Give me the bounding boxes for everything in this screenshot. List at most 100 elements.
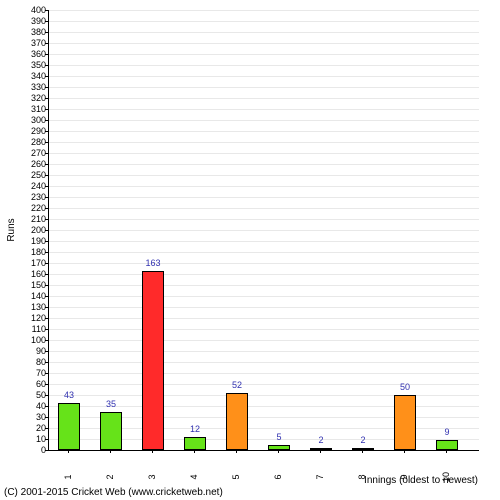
ytick-label: 300 bbox=[20, 115, 46, 125]
gridline bbox=[49, 208, 479, 209]
bar bbox=[58, 403, 80, 450]
ytick-label: 120 bbox=[20, 313, 46, 323]
ytick-mark bbox=[45, 175, 48, 176]
bar bbox=[436, 440, 458, 450]
ytick-label: 270 bbox=[20, 148, 46, 158]
gridline bbox=[49, 10, 479, 11]
ytick-mark bbox=[45, 450, 48, 451]
ytick-mark bbox=[45, 131, 48, 132]
xtick-mark bbox=[236, 450, 237, 453]
gridline bbox=[49, 362, 479, 363]
ytick-mark bbox=[45, 307, 48, 308]
xtick-mark bbox=[404, 450, 405, 453]
ytick-label: 20 bbox=[20, 423, 46, 433]
ytick-mark bbox=[45, 362, 48, 363]
ytick-mark bbox=[45, 428, 48, 429]
ytick-label: 10 bbox=[20, 434, 46, 444]
gridline bbox=[49, 296, 479, 297]
ytick-mark bbox=[45, 21, 48, 22]
ytick-label: 390 bbox=[20, 16, 46, 26]
gridline bbox=[49, 197, 479, 198]
ytick-label: 340 bbox=[20, 71, 46, 81]
ytick-label: 310 bbox=[20, 104, 46, 114]
ytick-label: 240 bbox=[20, 181, 46, 191]
ytick-label: 370 bbox=[20, 38, 46, 48]
ytick-label: 360 bbox=[20, 49, 46, 59]
xtick-label: 4 bbox=[189, 467, 199, 487]
ytick-mark bbox=[45, 406, 48, 407]
xtick-mark bbox=[362, 450, 363, 453]
xtick-mark bbox=[278, 450, 279, 453]
bar-value-label: 2 bbox=[360, 435, 365, 445]
x-axis-label: Innings (oldest to newest) bbox=[364, 475, 478, 486]
bar-value-label: 9 bbox=[444, 427, 449, 437]
ytick-label: 150 bbox=[20, 280, 46, 290]
ytick-label: 200 bbox=[20, 225, 46, 235]
ytick-mark bbox=[45, 340, 48, 341]
ytick-mark bbox=[45, 439, 48, 440]
ytick-label: 250 bbox=[20, 170, 46, 180]
ytick-mark bbox=[45, 65, 48, 66]
ytick-label: 320 bbox=[20, 93, 46, 103]
gridline bbox=[49, 87, 479, 88]
gridline bbox=[49, 252, 479, 253]
ytick-label: 160 bbox=[20, 269, 46, 279]
ytick-mark bbox=[45, 208, 48, 209]
ytick-mark bbox=[45, 351, 48, 352]
gridline bbox=[49, 241, 479, 242]
bar-value-label: 52 bbox=[232, 380, 242, 390]
ytick-mark bbox=[45, 274, 48, 275]
bar-value-label: 12 bbox=[190, 424, 200, 434]
ytick-mark bbox=[45, 186, 48, 187]
ytick-label: 210 bbox=[20, 214, 46, 224]
gridline bbox=[49, 186, 479, 187]
bar bbox=[142, 271, 164, 450]
xtick-label: 9 bbox=[399, 467, 409, 487]
ytick-label: 70 bbox=[20, 368, 46, 378]
ytick-mark bbox=[45, 417, 48, 418]
bar bbox=[310, 448, 332, 450]
ytick-label: 130 bbox=[20, 302, 46, 312]
gridline bbox=[49, 384, 479, 385]
xtick-label: 5 bbox=[231, 467, 241, 487]
ytick-mark bbox=[45, 164, 48, 165]
gridline bbox=[49, 274, 479, 275]
ytick-mark bbox=[45, 395, 48, 396]
ytick-label: 230 bbox=[20, 192, 46, 202]
chart-container: 43351631252522509 Runs Innings (oldest t… bbox=[0, 0, 500, 500]
ytick-mark bbox=[45, 120, 48, 121]
gridline bbox=[49, 340, 479, 341]
ytick-mark bbox=[45, 197, 48, 198]
ytick-mark bbox=[45, 219, 48, 220]
xtick-label: 6 bbox=[273, 467, 283, 487]
ytick-mark bbox=[45, 98, 48, 99]
bar bbox=[394, 395, 416, 450]
ytick-label: 60 bbox=[20, 379, 46, 389]
ytick-mark bbox=[45, 296, 48, 297]
ytick-label: 260 bbox=[20, 159, 46, 169]
ytick-label: 40 bbox=[20, 401, 46, 411]
bar-value-label: 35 bbox=[106, 399, 116, 409]
xtick-label: 7 bbox=[315, 467, 325, 487]
ytick-mark bbox=[45, 230, 48, 231]
ytick-label: 80 bbox=[20, 357, 46, 367]
gridline bbox=[49, 32, 479, 33]
gridline bbox=[49, 54, 479, 55]
bar bbox=[352, 448, 374, 450]
ytick-mark bbox=[45, 153, 48, 154]
gridline bbox=[49, 109, 479, 110]
xtick-mark bbox=[320, 450, 321, 453]
ytick-label: 50 bbox=[20, 390, 46, 400]
gridline bbox=[49, 21, 479, 22]
bar bbox=[184, 437, 206, 450]
bar-value-label: 50 bbox=[400, 382, 410, 392]
xtick-mark bbox=[446, 450, 447, 453]
xtick-label: 1 bbox=[63, 467, 73, 487]
ytick-mark bbox=[45, 384, 48, 385]
gridline bbox=[49, 120, 479, 121]
ytick-label: 100 bbox=[20, 335, 46, 345]
ytick-label: 350 bbox=[20, 60, 46, 70]
ytick-mark bbox=[45, 329, 48, 330]
gridline bbox=[49, 219, 479, 220]
gridline bbox=[49, 175, 479, 176]
